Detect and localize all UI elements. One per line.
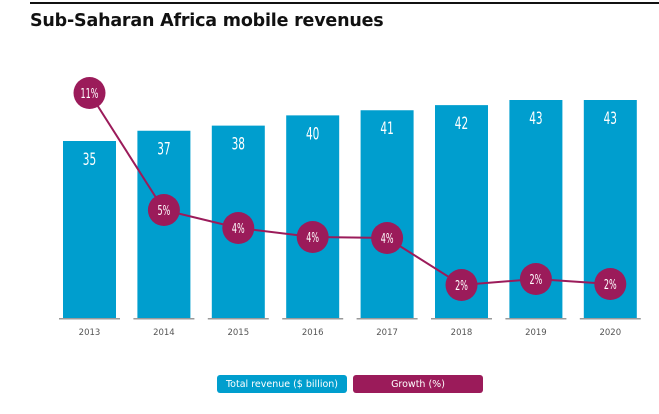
growth-point-2017 (371, 222, 404, 254)
growth-point-2016 (296, 221, 329, 253)
growth-label-2014: 5% (158, 203, 171, 219)
growth-label-2017: 4% (381, 231, 394, 247)
x-tick-label-2020: 2020 (599, 328, 621, 338)
revenue-label-2015: 38 (232, 135, 245, 154)
growth-label-2019: 2% (530, 272, 543, 288)
revenue-bar-2017 (360, 110, 414, 318)
x-tick-label-2014: 2014 (153, 328, 175, 338)
top-rule (30, 2, 659, 4)
growth-point-2013 (73, 77, 106, 109)
x-tick-label-2018: 2018 (451, 328, 473, 338)
revenue-label-2013: 35 (83, 151, 96, 170)
revenue-label-2016: 40 (306, 125, 319, 144)
x-tick-label-2019: 2019 (525, 328, 547, 338)
growth-label-2015: 4% (232, 221, 245, 237)
growth-point-2018 (445, 269, 478, 301)
baseline-2019 (505, 318, 567, 320)
growth-label-2020: 2% (604, 277, 617, 293)
legend-revenue: Total revenue ($ billion) (217, 375, 347, 393)
revenue-label-2020: 43 (604, 110, 617, 129)
revenue-bar-2016 (286, 115, 340, 318)
baseline-2014 (133, 318, 195, 320)
baseline-2015 (207, 318, 269, 320)
revenue-bar-2013 (63, 141, 116, 318)
revenue-label-2019: 43 (529, 110, 542, 129)
legend: Total revenue ($ billion) Growth (%) (217, 375, 483, 393)
x-tick-label-2017: 2017 (376, 328, 398, 338)
legend-growth: Growth (%) (353, 375, 483, 393)
growth-label-2013: 11% (81, 86, 99, 102)
baseline-2013 (59, 318, 120, 320)
baseline-2017 (356, 318, 418, 320)
x-tick-label-2016: 2016 (302, 328, 324, 338)
growth-point-2014 (147, 194, 180, 226)
baseline-2016 (282, 318, 344, 320)
x-tick-label-2013: 2013 (79, 328, 101, 338)
growth-points: 11% 5% 4% 4% 4% 2% 2% 2% (73, 77, 627, 301)
baseline-2018 (431, 318, 492, 320)
growth-point-2015 (222, 212, 255, 244)
x-axis-labels: 2013 2014 2015 2016 2017 2018 2019 2020 (79, 328, 621, 338)
baseline-2020 (579, 318, 641, 320)
growth-label-2016: 4% (306, 230, 319, 246)
revenue-bars: 35 37 38 40 41 42 43 43 (63, 100, 637, 318)
growth-label-2018: 2% (455, 278, 468, 294)
x-tick-label-2015: 2015 (227, 328, 249, 338)
revenue-label-2018: 42 (455, 115, 468, 134)
baselines (59, 318, 641, 320)
revenue-label-2017: 41 (380, 120, 393, 139)
revenue-label-2014: 37 (157, 140, 170, 159)
growth-point-2019 (519, 263, 552, 295)
chart-title: Sub-Saharan Africa mobile revenues (30, 11, 384, 31)
growth-point-2020 (594, 268, 627, 300)
